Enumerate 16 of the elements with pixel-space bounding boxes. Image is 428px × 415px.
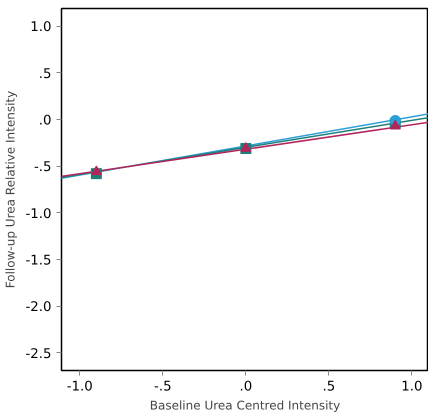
y-tick-label: -1.5 (25, 253, 52, 268)
x-tick-label: -1.0 (66, 380, 93, 394)
x-tick-label: .0 (239, 380, 252, 394)
y-tick-label: .0 (38, 114, 52, 129)
y-tick-label: -2.0 (25, 300, 52, 316)
x-tick-label: .5 (322, 380, 336, 394)
y-tick-label: .5 (38, 66, 52, 82)
y-tick-label: 1.0 (30, 20, 52, 36)
x-axis-title: Baseline Urea Centred Intensity (150, 398, 340, 412)
point (90, 166, 102, 176)
x-tick-label: 1.0 (401, 380, 422, 394)
y-tick-label: -1.0 (25, 206, 52, 222)
y-axis-title: Follow-up Urea Relative Intensity (3, 90, 18, 288)
y-tick-label: -2.5 (25, 346, 52, 362)
x-tick-label: -.5 (154, 380, 172, 394)
y-tick-label: -.5 (34, 160, 52, 176)
